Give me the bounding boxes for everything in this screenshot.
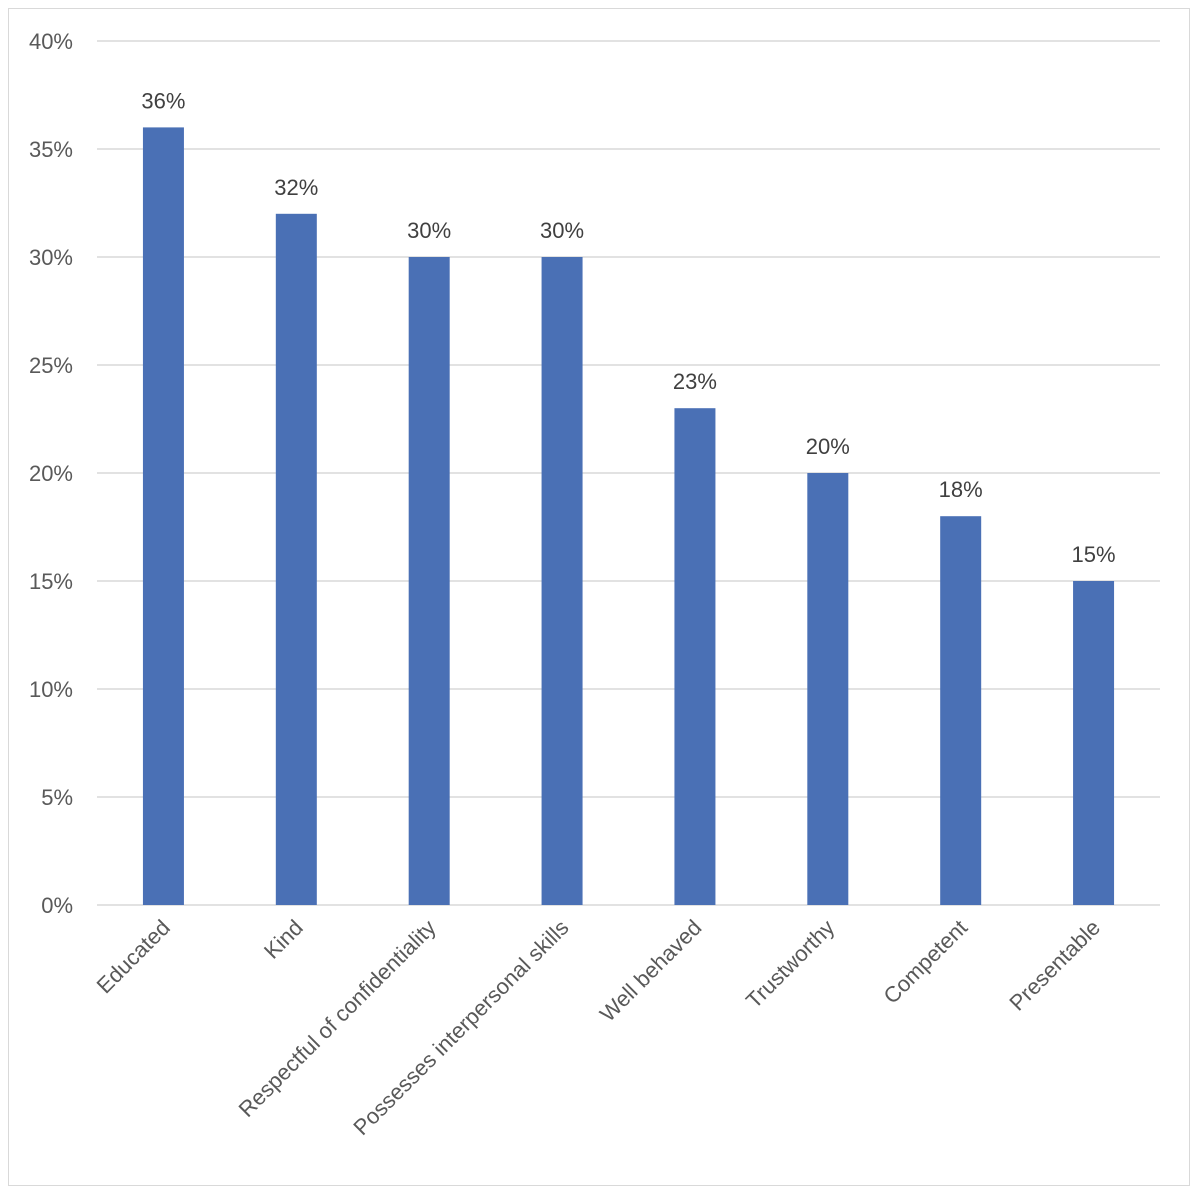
bars xyxy=(142,127,1115,906)
x-category-label: Kind xyxy=(259,915,308,964)
data-label: 30% xyxy=(407,218,451,243)
bar xyxy=(408,257,450,905)
y-tick-label: 25% xyxy=(29,353,73,378)
bar xyxy=(275,213,317,906)
y-tick-label: 40% xyxy=(29,29,73,54)
y-tick-label: 35% xyxy=(29,137,73,162)
y-tick-label: 5% xyxy=(41,785,73,810)
x-category-label: Possesses interpersonal skills xyxy=(348,915,573,1140)
bar xyxy=(807,473,849,905)
data-label: 30% xyxy=(540,218,584,243)
y-tick-label: 15% xyxy=(29,569,73,594)
y-tick-label: 30% xyxy=(29,245,73,270)
data-label: 32% xyxy=(274,175,318,200)
x-category-label: Trustworthy xyxy=(741,915,839,1013)
data-label: 15% xyxy=(1072,542,1116,567)
data-labels: 36% 32% 30% 30% 23% 20% 18% 15% xyxy=(141,88,1115,567)
y-axis-ticks: 0% 5% 10% 15% 20% 25% 30% 35% 40% xyxy=(29,29,73,918)
x-category-label: Presentable xyxy=(1004,915,1105,1016)
bar xyxy=(541,257,583,905)
chart-frame xyxy=(8,8,1190,1186)
y-tick-label: 10% xyxy=(29,677,73,702)
y-tick-label: 20% xyxy=(29,461,73,486)
x-category-label: Educated xyxy=(92,915,175,998)
y-tick-label: 0% xyxy=(41,893,73,918)
data-label: 36% xyxy=(141,88,185,113)
bar xyxy=(142,127,184,905)
bar xyxy=(674,408,716,905)
bar xyxy=(940,516,982,905)
x-category-label: Well behaved xyxy=(595,915,707,1027)
data-label: 20% xyxy=(806,434,850,459)
bar xyxy=(1073,581,1115,905)
data-label: 18% xyxy=(939,477,983,502)
data-label: 23% xyxy=(673,369,717,394)
gridlines xyxy=(97,40,1160,906)
x-category-label: Competent xyxy=(878,915,972,1009)
